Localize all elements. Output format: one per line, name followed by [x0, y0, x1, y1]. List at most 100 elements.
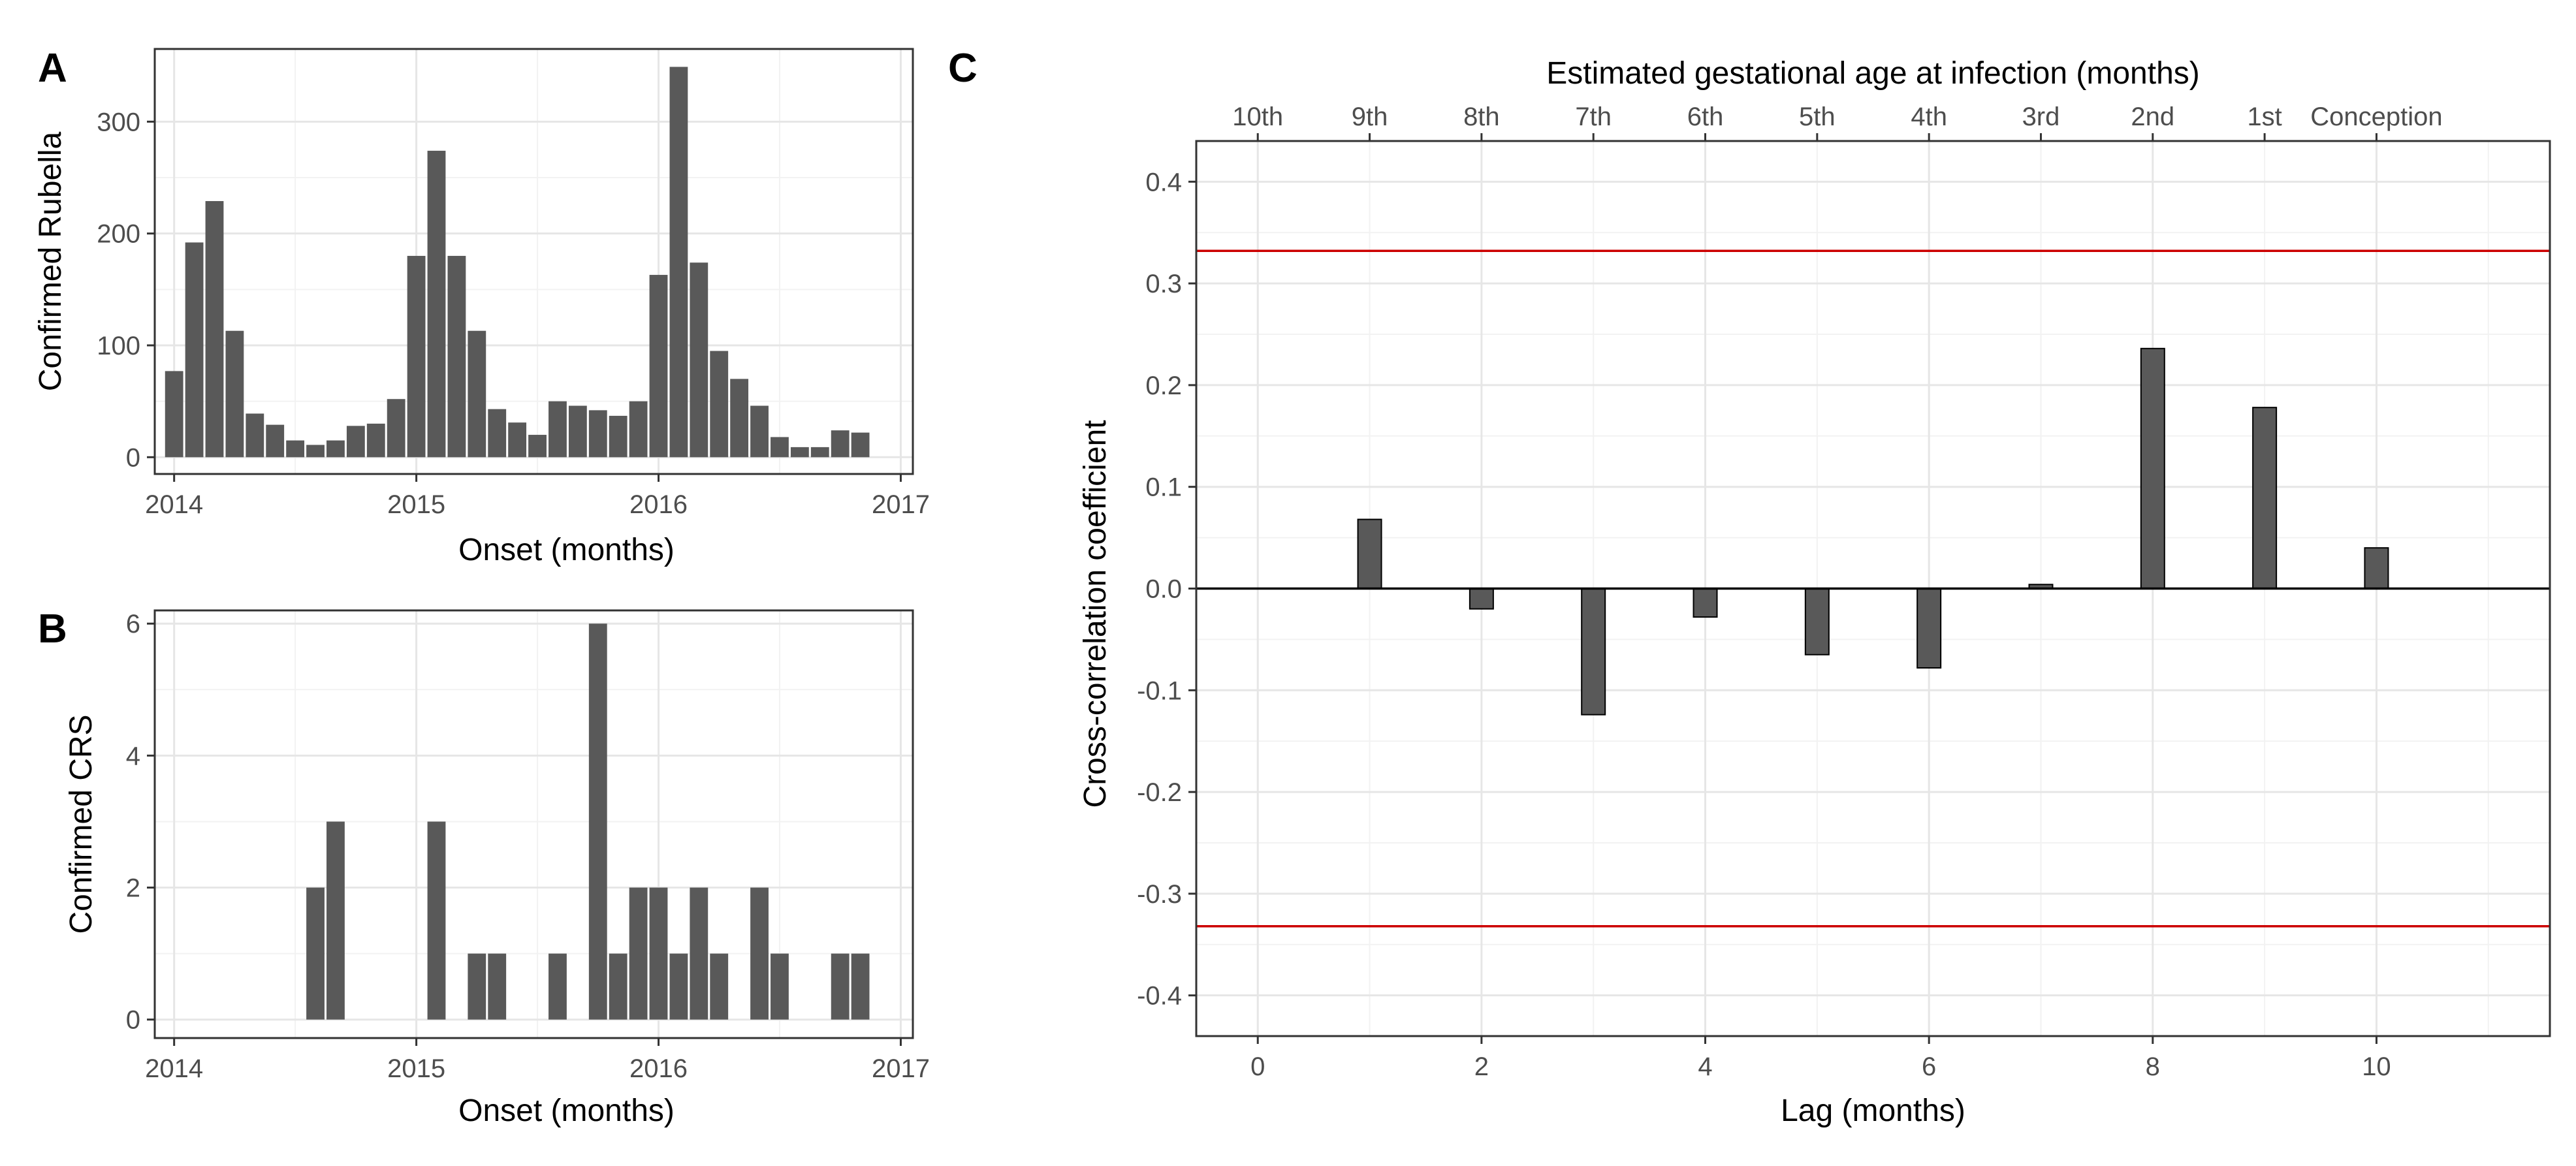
bar — [730, 379, 749, 458]
top-tick-label: 8th — [1463, 102, 1500, 131]
y-tick-label: -0.2 — [1137, 778, 1182, 807]
bar — [609, 415, 628, 458]
x-tick-label: 4 — [1698, 1052, 1712, 1081]
bar — [407, 255, 426, 458]
bar — [549, 953, 567, 1020]
x-tick-label: 2014 — [145, 1054, 203, 1083]
x-tick-label: 10 — [2362, 1052, 2391, 1081]
bar — [2364, 547, 2389, 590]
y-tick-label: 6 — [126, 610, 140, 638]
bar — [508, 422, 527, 458]
bar — [588, 623, 607, 1020]
bar — [246, 413, 264, 458]
bar — [771, 953, 789, 1020]
bar — [851, 432, 870, 458]
panel-c: 0 2 4 6 8 10 -0.4 -0.3 -0.2 -0.1 0.0 0.1 0.2 0.3 0.4 10… — [948, 46, 2551, 1128]
bar — [1469, 588, 1494, 610]
bar — [447, 255, 466, 458]
top-axis-title: Estimated gestational age at infection (… — [1546, 56, 2200, 91]
bar — [1804, 588, 1830, 655]
y-tick-label: 300 — [97, 108, 140, 136]
bar — [790, 447, 809, 458]
bar — [750, 405, 769, 458]
y-tick-label: 4 — [126, 742, 140, 770]
y-axis-title: Confirmed Rubella — [33, 131, 68, 391]
bar — [771, 437, 789, 458]
panel-label: B — [38, 607, 67, 652]
bar — [588, 410, 607, 458]
panel-label: A — [38, 46, 67, 91]
y-tick-label: 0.2 — [1145, 371, 1182, 400]
bar — [649, 275, 668, 458]
bar — [851, 953, 870, 1020]
panel-b: 2014 2015 2016 2017 0 2 4 6 Onset (months) Confir… — [38, 607, 930, 1128]
y-axis-title: Confirmed CRS — [64, 714, 99, 934]
y-axis-title: Cross-correlation coefficient — [1078, 420, 1113, 808]
bar — [649, 887, 668, 1020]
bar — [326, 440, 345, 458]
bar — [165, 371, 183, 458]
bar — [225, 330, 244, 458]
x-tick-label: 2015 — [387, 490, 445, 519]
x-tick-label: 2 — [1474, 1052, 1489, 1081]
bar — [629, 887, 648, 1020]
top-tick-label: 2nd — [2131, 102, 2174, 131]
y-tick-label: 0.1 — [1145, 473, 1182, 502]
top-tick-label: 7th — [1575, 102, 1612, 131]
x-axis-title: Onset (months) — [458, 533, 675, 567]
bar — [629, 401, 648, 458]
bar — [568, 405, 587, 458]
x-tick-label: 2016 — [629, 490, 688, 519]
x-tick-label: 2017 — [872, 490, 930, 519]
bar — [669, 67, 688, 458]
y-tick-label: 0.0 — [1145, 575, 1182, 604]
bar — [690, 262, 708, 458]
bar — [2140, 347, 2165, 590]
bar — [185, 242, 204, 458]
y-tick-label: 2 — [126, 874, 140, 903]
bar — [669, 953, 688, 1020]
bar — [528, 435, 547, 458]
y-tick-label: -0.1 — [1137, 676, 1182, 705]
bar — [1693, 588, 1718, 618]
bar — [488, 953, 507, 1020]
top-tick-label: 10th — [1232, 102, 1283, 131]
x-axis-title: Onset (months) — [458, 1094, 675, 1128]
bar — [326, 821, 345, 1020]
y-tick-label: 100 — [97, 332, 140, 360]
x-axis-title: Lag (months) — [1781, 1094, 1965, 1128]
top-tick-label: 4th — [1911, 102, 1947, 131]
bar — [2252, 407, 2278, 590]
x-tick-label: 2017 — [872, 1054, 930, 1083]
bar — [387, 399, 405, 458]
bar — [427, 821, 446, 1020]
bar — [468, 953, 486, 1020]
top-tick-label: 3rd — [2022, 102, 2060, 131]
panel-label: C — [948, 46, 978, 91]
top-tick-label: 6th — [1687, 102, 1724, 131]
x-tick-label: 2015 — [387, 1054, 445, 1083]
y-tick-label: 0.3 — [1145, 270, 1182, 298]
bar — [306, 445, 325, 458]
top-tick-label: 1st — [2247, 102, 2282, 131]
bar — [306, 887, 325, 1020]
bar — [710, 351, 729, 458]
top-tick-label: Conception — [2310, 102, 2442, 131]
panel-frame — [153, 609, 914, 1039]
bar — [1581, 588, 1606, 716]
bar — [690, 887, 708, 1020]
panel-a: 2014 2015 2016 2017 0 100 200 300 Onset (months)… — [33, 46, 930, 567]
bar — [1357, 518, 1382, 590]
bar — [831, 430, 850, 458]
bar — [205, 200, 224, 458]
bar — [427, 150, 446, 458]
bar — [266, 424, 285, 458]
bar — [710, 953, 729, 1020]
bar — [286, 440, 305, 458]
y-tick-label: 0 — [126, 1006, 140, 1035]
x-tick-label: 2014 — [145, 490, 203, 519]
y-tick-label: -0.4 — [1137, 982, 1182, 1011]
y-tick-label: 200 — [97, 220, 140, 249]
panel-frame — [153, 48, 914, 475]
bar — [750, 887, 769, 1020]
